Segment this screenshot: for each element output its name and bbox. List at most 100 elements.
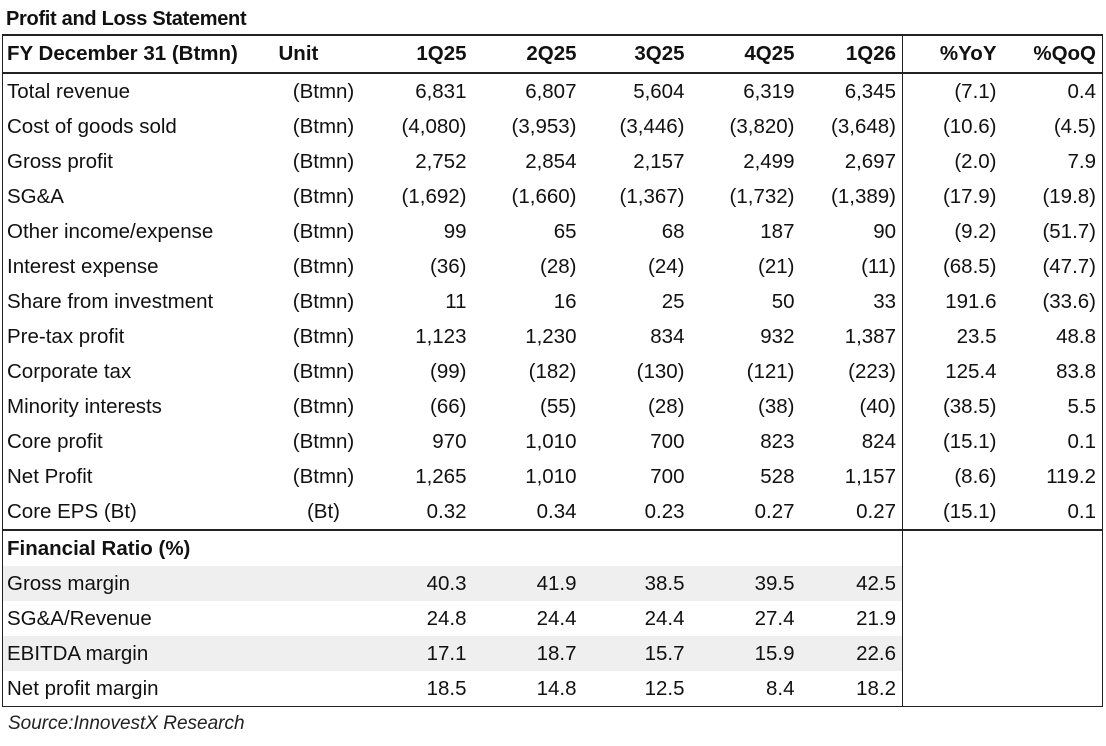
ratio-value: 22.6	[800, 636, 903, 671]
header-qoq: %QoQ	[1002, 34, 1103, 74]
row-qoq: 0.4	[1002, 73, 1103, 109]
row-label: Interest expense	[2, 249, 275, 284]
row-value: (24)	[648, 255, 685, 278]
row-unit: (Bt)	[306, 500, 341, 523]
row-value: 0.32	[426, 500, 467, 523]
row-value: (223)	[848, 360, 896, 383]
row-qoq: 0.1	[1002, 494, 1103, 530]
row-unit: (Btmn)	[292, 115, 355, 138]
row-label: Cost of goods sold	[2, 109, 275, 144]
row-qoq: (51.7)	[1002, 214, 1103, 249]
ratio-value: 38.5	[582, 566, 691, 601]
table-row: Core profit (Btmn) 970 1,010 700 823 824 (15.1)…	[2, 424, 1103, 459]
table-row: Corporate tax (Btmn) (99) (182) (130) (121) (2…	[2, 354, 1103, 389]
row-value: (28)	[648, 395, 685, 418]
row-value: 33	[873, 290, 896, 313]
row-value: 90	[873, 220, 896, 243]
row-yoy: (10.6)	[902, 109, 1003, 144]
row-label: Net Profit	[2, 459, 275, 494]
row-qoq: 83.8	[1002, 354, 1103, 389]
row-unit: (Btmn)	[292, 150, 355, 173]
row-value: 25	[661, 290, 685, 313]
profit-loss-table: FY December 31 (Btmn) Unit 1Q25 2Q25 3Q2…	[2, 34, 1103, 707]
ratio-value: 24.4	[644, 607, 685, 630]
ratio-value: 21.9	[856, 607, 896, 630]
ratio-blank-cell	[902, 529, 1103, 566]
row-value: 1,157	[844, 465, 896, 488]
row-value: (1,692)	[401, 185, 467, 208]
ratio-value: 39.5	[690, 566, 801, 601]
row-label: Pre-tax profit	[2, 319, 275, 354]
ratio-unit	[274, 636, 375, 671]
ratio-unit	[274, 566, 375, 601]
row-value: 0.27	[856, 500, 896, 523]
ratio-unit	[275, 601, 375, 636]
row-label: Core EPS (Bt)	[2, 494, 275, 530]
row-value: (11)	[861, 255, 896, 278]
row-value: 700	[650, 465, 685, 488]
row-qoq: (19.8)	[1002, 179, 1103, 214]
ratio-value: 24.4	[536, 607, 577, 630]
row-value: (4,080)	[401, 115, 467, 138]
row-value: 1,123	[415, 325, 467, 348]
row-value: (36)	[430, 255, 467, 278]
row-value: 50	[771, 290, 795, 313]
row-yoy: (7.1)	[902, 73, 1003, 109]
row-label: Share from investment	[2, 284, 275, 319]
table-row: Pre-tax profit (Btmn) 1,123 1,230 834 932 1,38…	[2, 319, 1103, 354]
header-period: 1Q25	[374, 34, 473, 74]
ratio-label: Gross margin	[2, 566, 275, 601]
table-row: SG&A (Btmn) (1,692) (1,660) (1,367) (1,732) (1…	[2, 179, 1103, 214]
ratio-unit	[274, 671, 375, 707]
row-label: Minority interests	[2, 389, 275, 424]
row-value: (1,389)	[831, 185, 896, 208]
ratio-section-header: Financial Ratio (%)	[2, 529, 1103, 566]
row-value: 99	[443, 220, 467, 243]
row-value: 1,230	[525, 325, 577, 348]
row-value: (3,820)	[729, 115, 795, 138]
row-value: (1,367)	[619, 185, 685, 208]
row-value: 700	[650, 430, 685, 453]
ratio-value: 8.4	[690, 671, 801, 707]
table-row: Minority interests (Btmn) (66) (55) (28) (38)…	[2, 389, 1103, 424]
row-value: 11	[445, 290, 467, 313]
row-qoq: (47.7)	[1002, 249, 1103, 284]
row-yoy: (8.6)	[902, 459, 1003, 494]
row-value: (55)	[540, 395, 577, 418]
row-value: (3,953)	[511, 115, 577, 138]
row-label: Gross profit	[2, 144, 275, 179]
ratio-value: 40.3	[374, 566, 473, 601]
ratio-row: Net profit margin 18.5 14.8 12.5 8.4 18.2	[2, 671, 1103, 707]
row-yoy: (9.2)	[902, 214, 1003, 249]
ratio-value: 18.5	[374, 671, 473, 707]
row-label: SG&A	[2, 179, 275, 214]
ratio-value: 27.4	[754, 607, 795, 630]
row-value: (66)	[430, 395, 467, 418]
row-value: (3,446)	[619, 115, 685, 138]
ratio-row: Gross margin 40.3 41.9 38.5 39.5 42.5	[2, 566, 1103, 601]
row-value: 1,387	[844, 325, 896, 348]
row-unit: (Btmn)	[292, 290, 355, 313]
row-unit: (Btmn)	[292, 80, 355, 103]
header-period: 4Q25	[690, 34, 801, 74]
row-value: 68	[661, 220, 685, 243]
row-unit: (Btmn)	[292, 220, 355, 243]
row-unit: (Btmn)	[292, 360, 355, 383]
ratio-row: EBITDA margin 17.1 18.7 15.7 15.9 22.6	[2, 636, 1103, 671]
row-yoy: (15.1)	[902, 494, 1003, 530]
ratio-section-title: Financial Ratio (%)	[2, 529, 903, 566]
row-value: 1,010	[525, 465, 577, 488]
table-row: Core EPS (Bt) (Bt) 0.32 0.34 0.23 0.27 0.27 (15…	[2, 494, 1103, 530]
row-unit: (Btmn)	[292, 430, 355, 453]
row-qoq: 48.8	[1002, 319, 1103, 354]
row-value: 65	[553, 220, 577, 243]
row-value: 16	[553, 290, 577, 313]
table-row: Net Profit (Btmn) 1,265 1,010 700 528 1,157 (8.…	[2, 459, 1103, 494]
ratio-value: 18.7	[472, 636, 583, 671]
ratio-blank-cell	[902, 671, 1103, 707]
row-label: Other income/expense	[2, 214, 275, 249]
ratio-blank-cell	[902, 566, 1103, 601]
row-value: 0.34	[536, 500, 577, 523]
ratio-value: 41.9	[472, 566, 583, 601]
row-value: 528	[760, 465, 795, 488]
